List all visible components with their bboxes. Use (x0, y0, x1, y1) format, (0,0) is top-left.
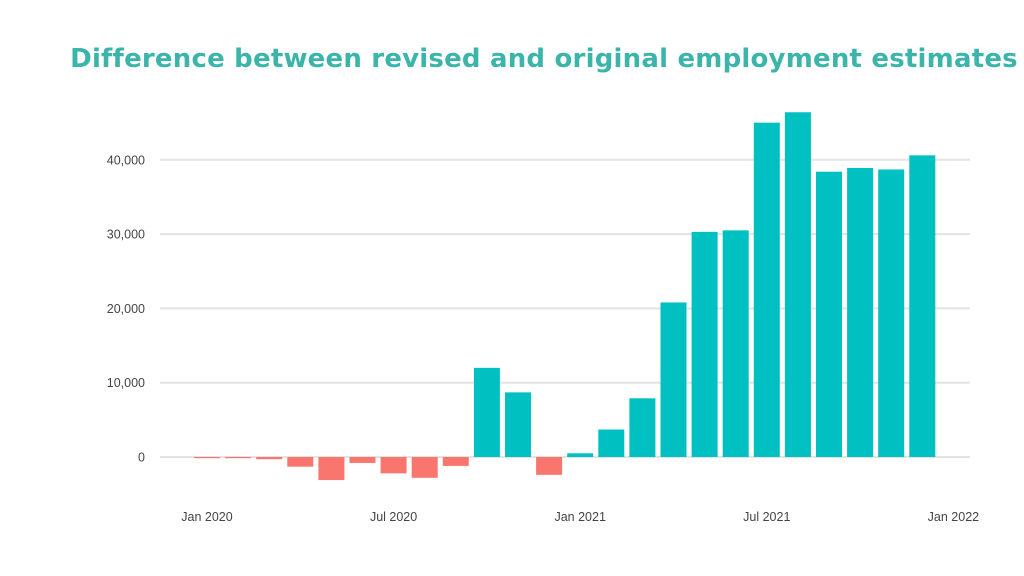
x-tick-label: Jan 2022 (928, 510, 979, 524)
bar-2021-03 (629, 398, 656, 457)
x-tick-label: Jan 2020 (181, 510, 232, 524)
bar-2020-10 (473, 367, 500, 457)
bar-2021-08 (784, 112, 811, 458)
bar-2021-10 (847, 167, 874, 457)
bar-2020-11 (505, 392, 531, 457)
y-tick-label: 20,000 (107, 302, 145, 316)
bar-2020-03 (256, 457, 283, 460)
bar-2020-07 (380, 457, 407, 474)
x-axis-ticks: Jan 2020 Jul 2020 Jan 2021 Jul 2021 Jan 2022 (181, 510, 979, 524)
bar-2020-08 (411, 457, 438, 478)
y-tick-label: 10,000 (107, 376, 145, 390)
bar-2021-01 (567, 453, 594, 457)
bar-2020-12 (536, 457, 563, 475)
y-tick-label: 40,000 (107, 153, 145, 167)
bar-2020-01 (194, 457, 220, 459)
x-tick-label: Jan 2021 (554, 510, 605, 524)
bar-2021-07 (753, 122, 780, 458)
bar-2021-06 (722, 230, 749, 457)
y-tick-label: 0 (138, 451, 145, 465)
bar-2021-11 (878, 169, 905, 458)
bar-2020-02 (225, 457, 252, 459)
x-tick-label: Jul 2021 (743, 510, 790, 524)
y-axis-ticks: 0 10,000 20,000 30,000 40,000 (107, 153, 145, 464)
chart-title: Difference between revised and original … (70, 44, 1018, 74)
y-tick-label: 30,000 (107, 228, 145, 242)
bar-2021-05 (691, 231, 718, 457)
bar-2021-04 (660, 302, 687, 457)
bar-2020-05 (318, 457, 345, 481)
bar-2021-09 (816, 171, 842, 458)
bar-2020-09 (442, 457, 469, 466)
bars (194, 112, 936, 481)
bar-2021-02 (598, 429, 625, 457)
bar-2020-04 (287, 457, 314, 467)
bar-2021-12 (909, 155, 936, 458)
bar-2020-06 (349, 457, 376, 463)
x-tick-label: Jul 2020 (370, 510, 417, 524)
